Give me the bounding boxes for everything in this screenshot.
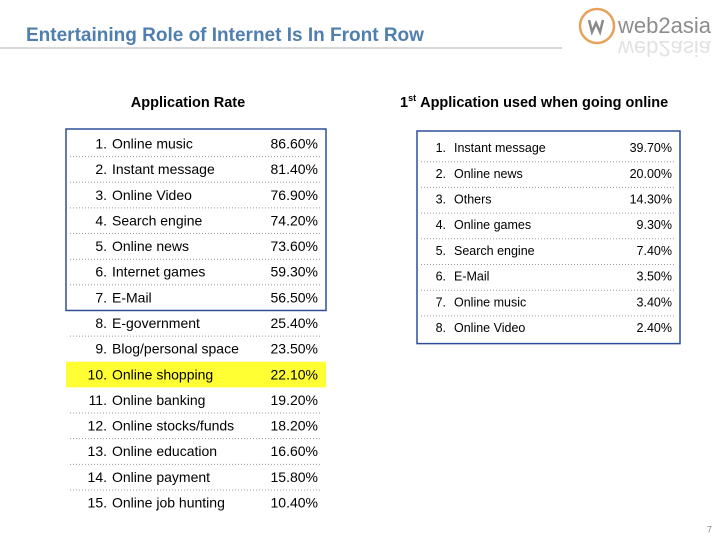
rank: 3. — [436, 193, 446, 207]
rate: 86.60% — [271, 136, 318, 152]
rate: 76.90% — [271, 187, 318, 203]
share: 9.30% — [637, 218, 672, 232]
rank: 4. — [95, 212, 107, 228]
logo-reflection: web2asia — [617, 36, 712, 61]
rank: 5. — [95, 238, 107, 254]
share: 39.70% — [630, 141, 672, 155]
rate: 74.20% — [271, 212, 318, 228]
application: Instant message — [454, 141, 546, 155]
rank: 2. — [95, 161, 107, 177]
rank: 7. — [95, 289, 107, 305]
rate: 23.50% — [271, 341, 318, 357]
rank: 7. — [436, 295, 446, 309]
rate: 19.20% — [271, 392, 318, 408]
rate: 22.10% — [271, 366, 318, 382]
application: Search engine — [112, 212, 203, 228]
rate: 56.50% — [271, 289, 318, 305]
rank: 3. — [95, 187, 107, 203]
application: Online news — [112, 238, 189, 254]
rate: 73.60% — [271, 238, 318, 254]
heading-superscript: st — [408, 93, 416, 103]
application: Online Video — [112, 187, 192, 203]
rank: 9. — [95, 341, 107, 357]
right-heading: 1st Application used when going online — [400, 93, 668, 110]
row-highlight — [66, 361, 326, 388]
rank: 12. — [88, 418, 107, 434]
application: Online stocks/funds — [112, 418, 234, 434]
share: 3.50% — [637, 270, 672, 284]
rate: 18.20% — [271, 418, 318, 434]
application: E-Mail — [454, 270, 489, 284]
heading-prefix: 1 — [400, 95, 408, 111]
logo-ring — [578, 7, 616, 45]
application: Online education — [112, 443, 217, 459]
application: Online music — [454, 295, 526, 309]
rank: 4. — [436, 218, 446, 232]
rate: 16.60% — [271, 443, 318, 459]
share: 14.30% — [630, 193, 672, 207]
share: 2.40% — [637, 321, 672, 335]
left-table: 1. Online music 86.60% 2. Instant message 81.… — [65, 128, 327, 510]
application: Internet games — [112, 264, 205, 280]
rank: 1. — [95, 136, 107, 152]
rank: 6. — [436, 270, 446, 284]
application: E-government — [112, 315, 200, 331]
page-number: 7 — [707, 524, 712, 534]
application: E-Mail — [112, 289, 152, 305]
application: Blog/personal space — [112, 341, 239, 357]
application: Search engine — [454, 244, 535, 258]
share: 3.40% — [637, 295, 672, 309]
rank: 8. — [436, 321, 446, 335]
rank: 2. — [436, 167, 446, 181]
top-box — [65, 128, 327, 312]
logo-mark — [587, 19, 605, 36]
rate: 10.40% — [271, 494, 318, 510]
logo: web2asia web2asia — [578, 7, 712, 61]
logo-text: web2asia — [617, 13, 712, 38]
application: Others — [454, 193, 492, 207]
rank: 6. — [95, 264, 107, 280]
slide-title: Entertaining Role of Internet Is In Fron… — [26, 25, 424, 46]
rank: 13. — [88, 443, 107, 459]
rate: 25.40% — [271, 315, 318, 331]
application: Online payment — [112, 469, 210, 485]
rank: 8. — [95, 315, 107, 331]
rate: 81.40% — [271, 161, 318, 177]
application: Online games — [454, 218, 531, 232]
application: Online banking — [112, 392, 205, 408]
rank: 15. — [88, 494, 107, 510]
rank: 1. — [436, 141, 446, 155]
share: 20.00% — [630, 167, 672, 181]
left-heading: Application Rate — [131, 95, 245, 111]
rank: 5. — [436, 244, 446, 258]
rank: 11. — [89, 392, 107, 408]
application: Online shopping — [112, 366, 213, 382]
application: Online music — [112, 136, 193, 152]
rank: 10. — [88, 366, 107, 382]
application: Online news — [454, 167, 523, 181]
heading-text: Application used when going online — [420, 95, 668, 111]
rate: 59.30% — [271, 264, 318, 280]
rank: 14. — [88, 469, 107, 485]
application: Online job hunting — [112, 494, 225, 510]
rate: 15.80% — [271, 469, 318, 485]
share: 7.40% — [637, 244, 672, 258]
box — [416, 130, 681, 345]
right-table: 1. Instant message 39.70% 2. Online news 20.0… — [416, 130, 681, 345]
application: Online Video — [454, 321, 525, 335]
application: Instant message — [112, 161, 215, 177]
